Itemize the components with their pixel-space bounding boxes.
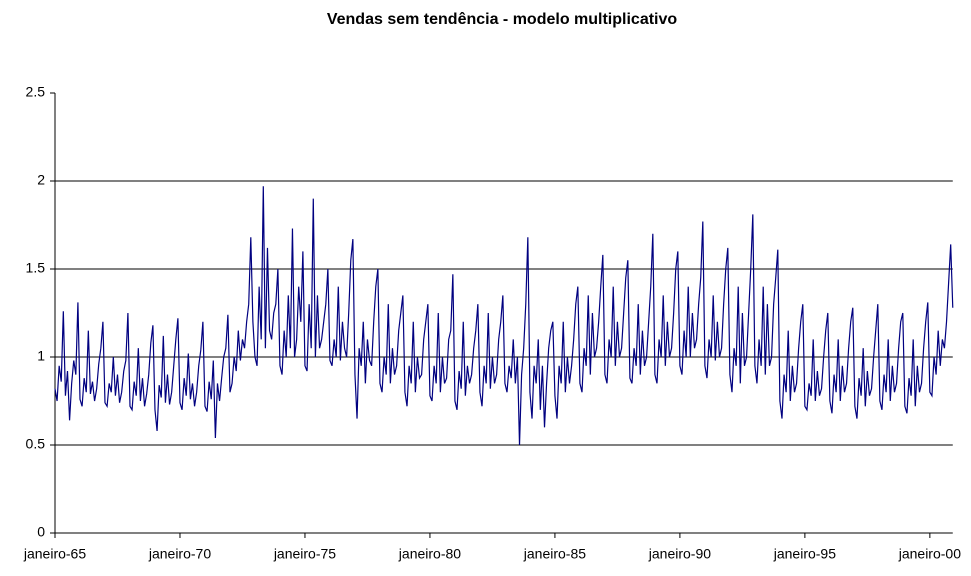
- y-tick-label: 0.5: [26, 436, 46, 452]
- x-tick-label: janeiro-75: [273, 546, 336, 562]
- y-tick-label: 2: [37, 172, 45, 188]
- y-tick-label: 1.5: [26, 260, 46, 276]
- x-tick-label: janeiro-85: [523, 546, 586, 562]
- y-tick-label: 1: [37, 348, 45, 364]
- x-tick-label: janeiro-00: [898, 546, 961, 562]
- x-tick-label: janeiro-95: [773, 546, 836, 562]
- y-tick-label: 2.5: [26, 84, 46, 100]
- x-tick-label: janeiro-70: [148, 546, 211, 562]
- chart-title: Vendas sem tendência - modelo multiplica…: [327, 11, 678, 28]
- y-tick-label: 0: [37, 524, 45, 540]
- x-tick-label: janeiro-65: [23, 546, 86, 562]
- x-tick-label: janeiro-90: [648, 546, 711, 562]
- data-line: [54, 186, 954, 446]
- x-tick-label: janeiro-80: [398, 546, 461, 562]
